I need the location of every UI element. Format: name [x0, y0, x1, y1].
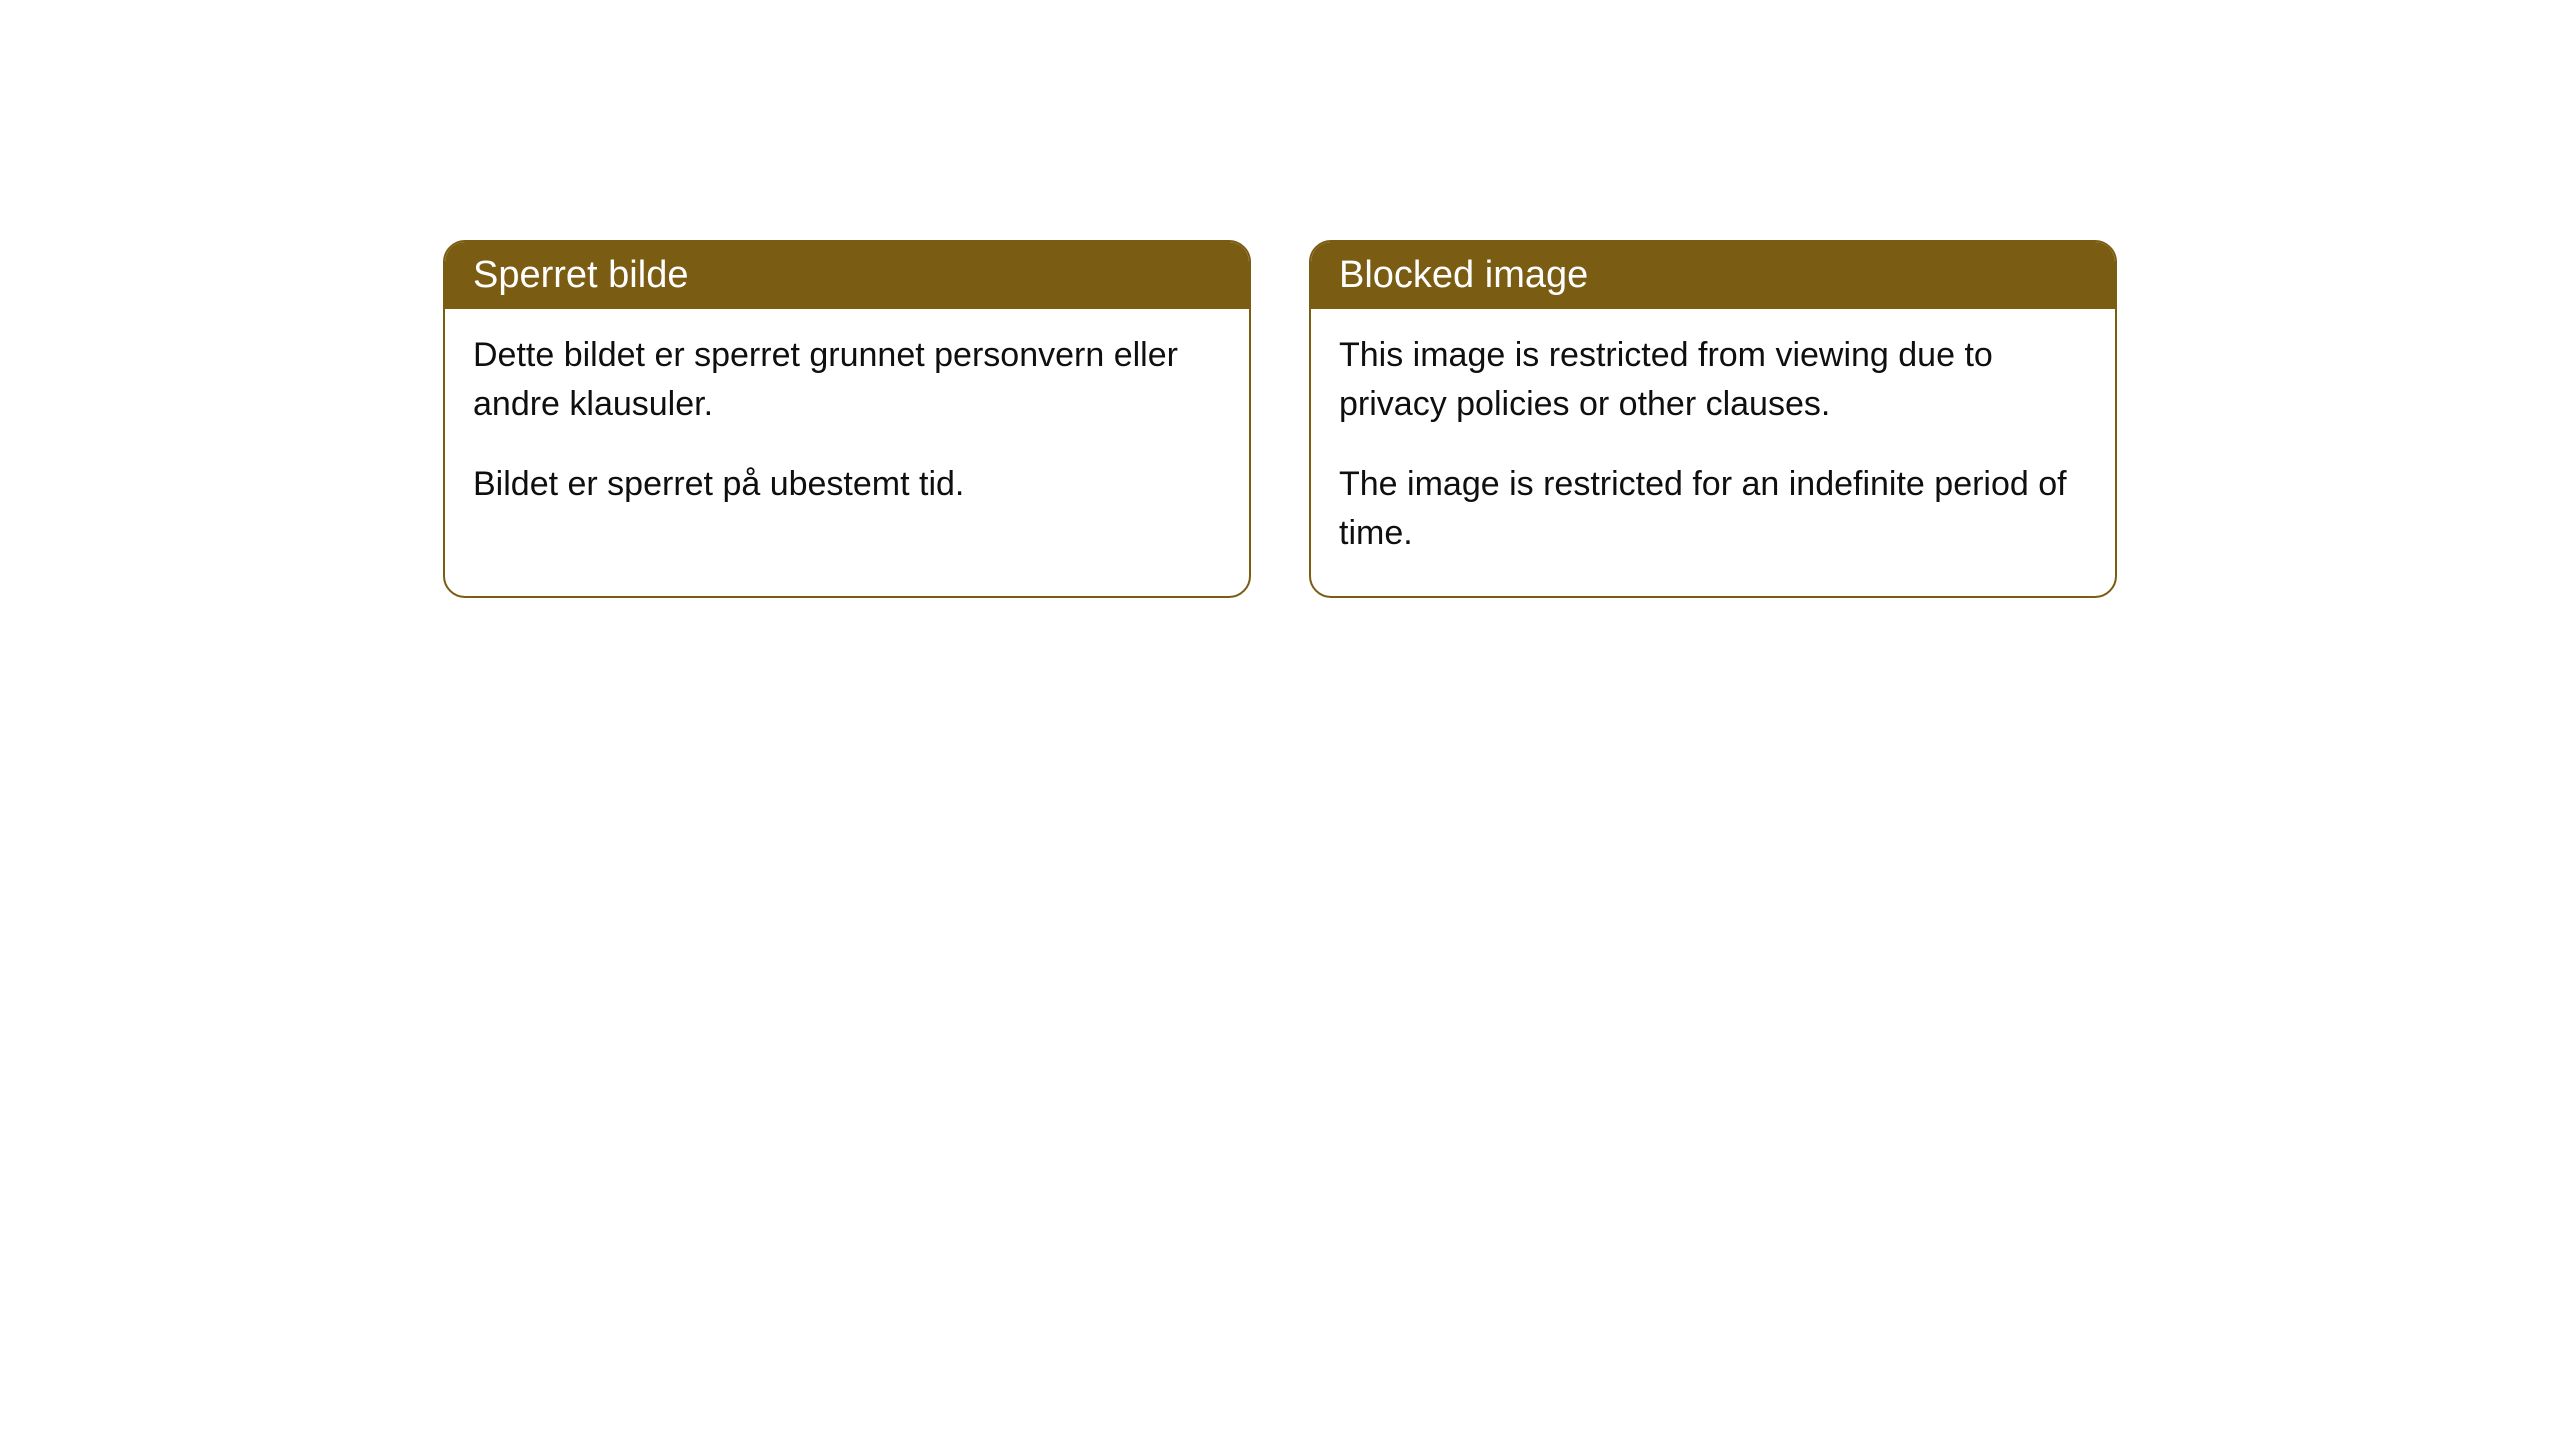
card-paragraph-1: This image is restricted from viewing du…	[1339, 331, 2087, 430]
cards-container: Sperret bilde Dette bildet er sperret gr…	[0, 240, 2560, 598]
card-body: This image is restricted from viewing du…	[1311, 309, 2115, 596]
blocked-image-card-english: Blocked image This image is restricted f…	[1309, 240, 2117, 598]
blocked-image-card-norwegian: Sperret bilde Dette bildet er sperret gr…	[443, 240, 1251, 598]
card-title: Sperret bilde	[473, 254, 688, 296]
card-paragraph-2: Bildet er sperret på ubestemt tid.	[473, 460, 1221, 509]
card-paragraph-1: Dette bildet er sperret grunnet personve…	[473, 331, 1221, 430]
card-header: Blocked image	[1311, 242, 2115, 309]
card-title: Blocked image	[1339, 254, 1588, 296]
card-body: Dette bildet er sperret grunnet personve…	[445, 309, 1249, 547]
card-paragraph-2: The image is restricted for an indefinit…	[1339, 460, 2087, 559]
card-header: Sperret bilde	[445, 242, 1249, 309]
